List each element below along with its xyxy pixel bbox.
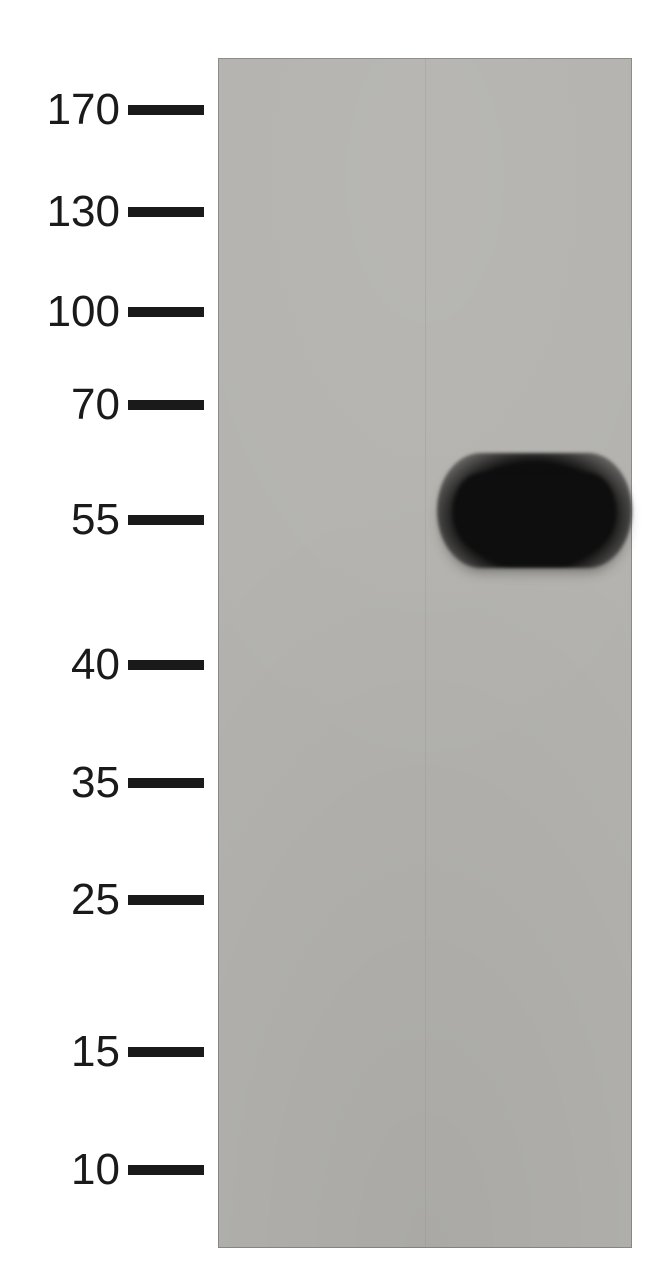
mw-label: 130 [10, 190, 120, 234]
protein-band-core [453, 473, 617, 549]
mw-tick [128, 778, 204, 788]
mw-label: 55 [10, 498, 120, 542]
mw-tick [128, 515, 204, 525]
mw-tick [128, 660, 204, 670]
western-blot-figure: 170 130 100 70 55 40 35 25 15 10 [0, 0, 650, 1267]
mw-label: 10 [10, 1148, 120, 1192]
mw-label: 25 [10, 878, 120, 922]
lane-divider [425, 58, 426, 1248]
mw-label: 15 [10, 1030, 120, 1074]
mw-label: 40 [10, 643, 120, 687]
mw-label: 100 [10, 290, 120, 334]
blot-membrane [218, 58, 632, 1248]
mw-label: 35 [10, 761, 120, 805]
mw-tick [128, 307, 204, 317]
mw-label: 70 [10, 383, 120, 427]
mw-tick [128, 207, 204, 217]
mw-tick [128, 1047, 204, 1057]
mw-tick [128, 1165, 204, 1175]
mw-tick [128, 895, 204, 905]
mw-tick [128, 400, 204, 410]
mw-tick [128, 105, 204, 115]
mw-label: 170 [10, 88, 120, 132]
